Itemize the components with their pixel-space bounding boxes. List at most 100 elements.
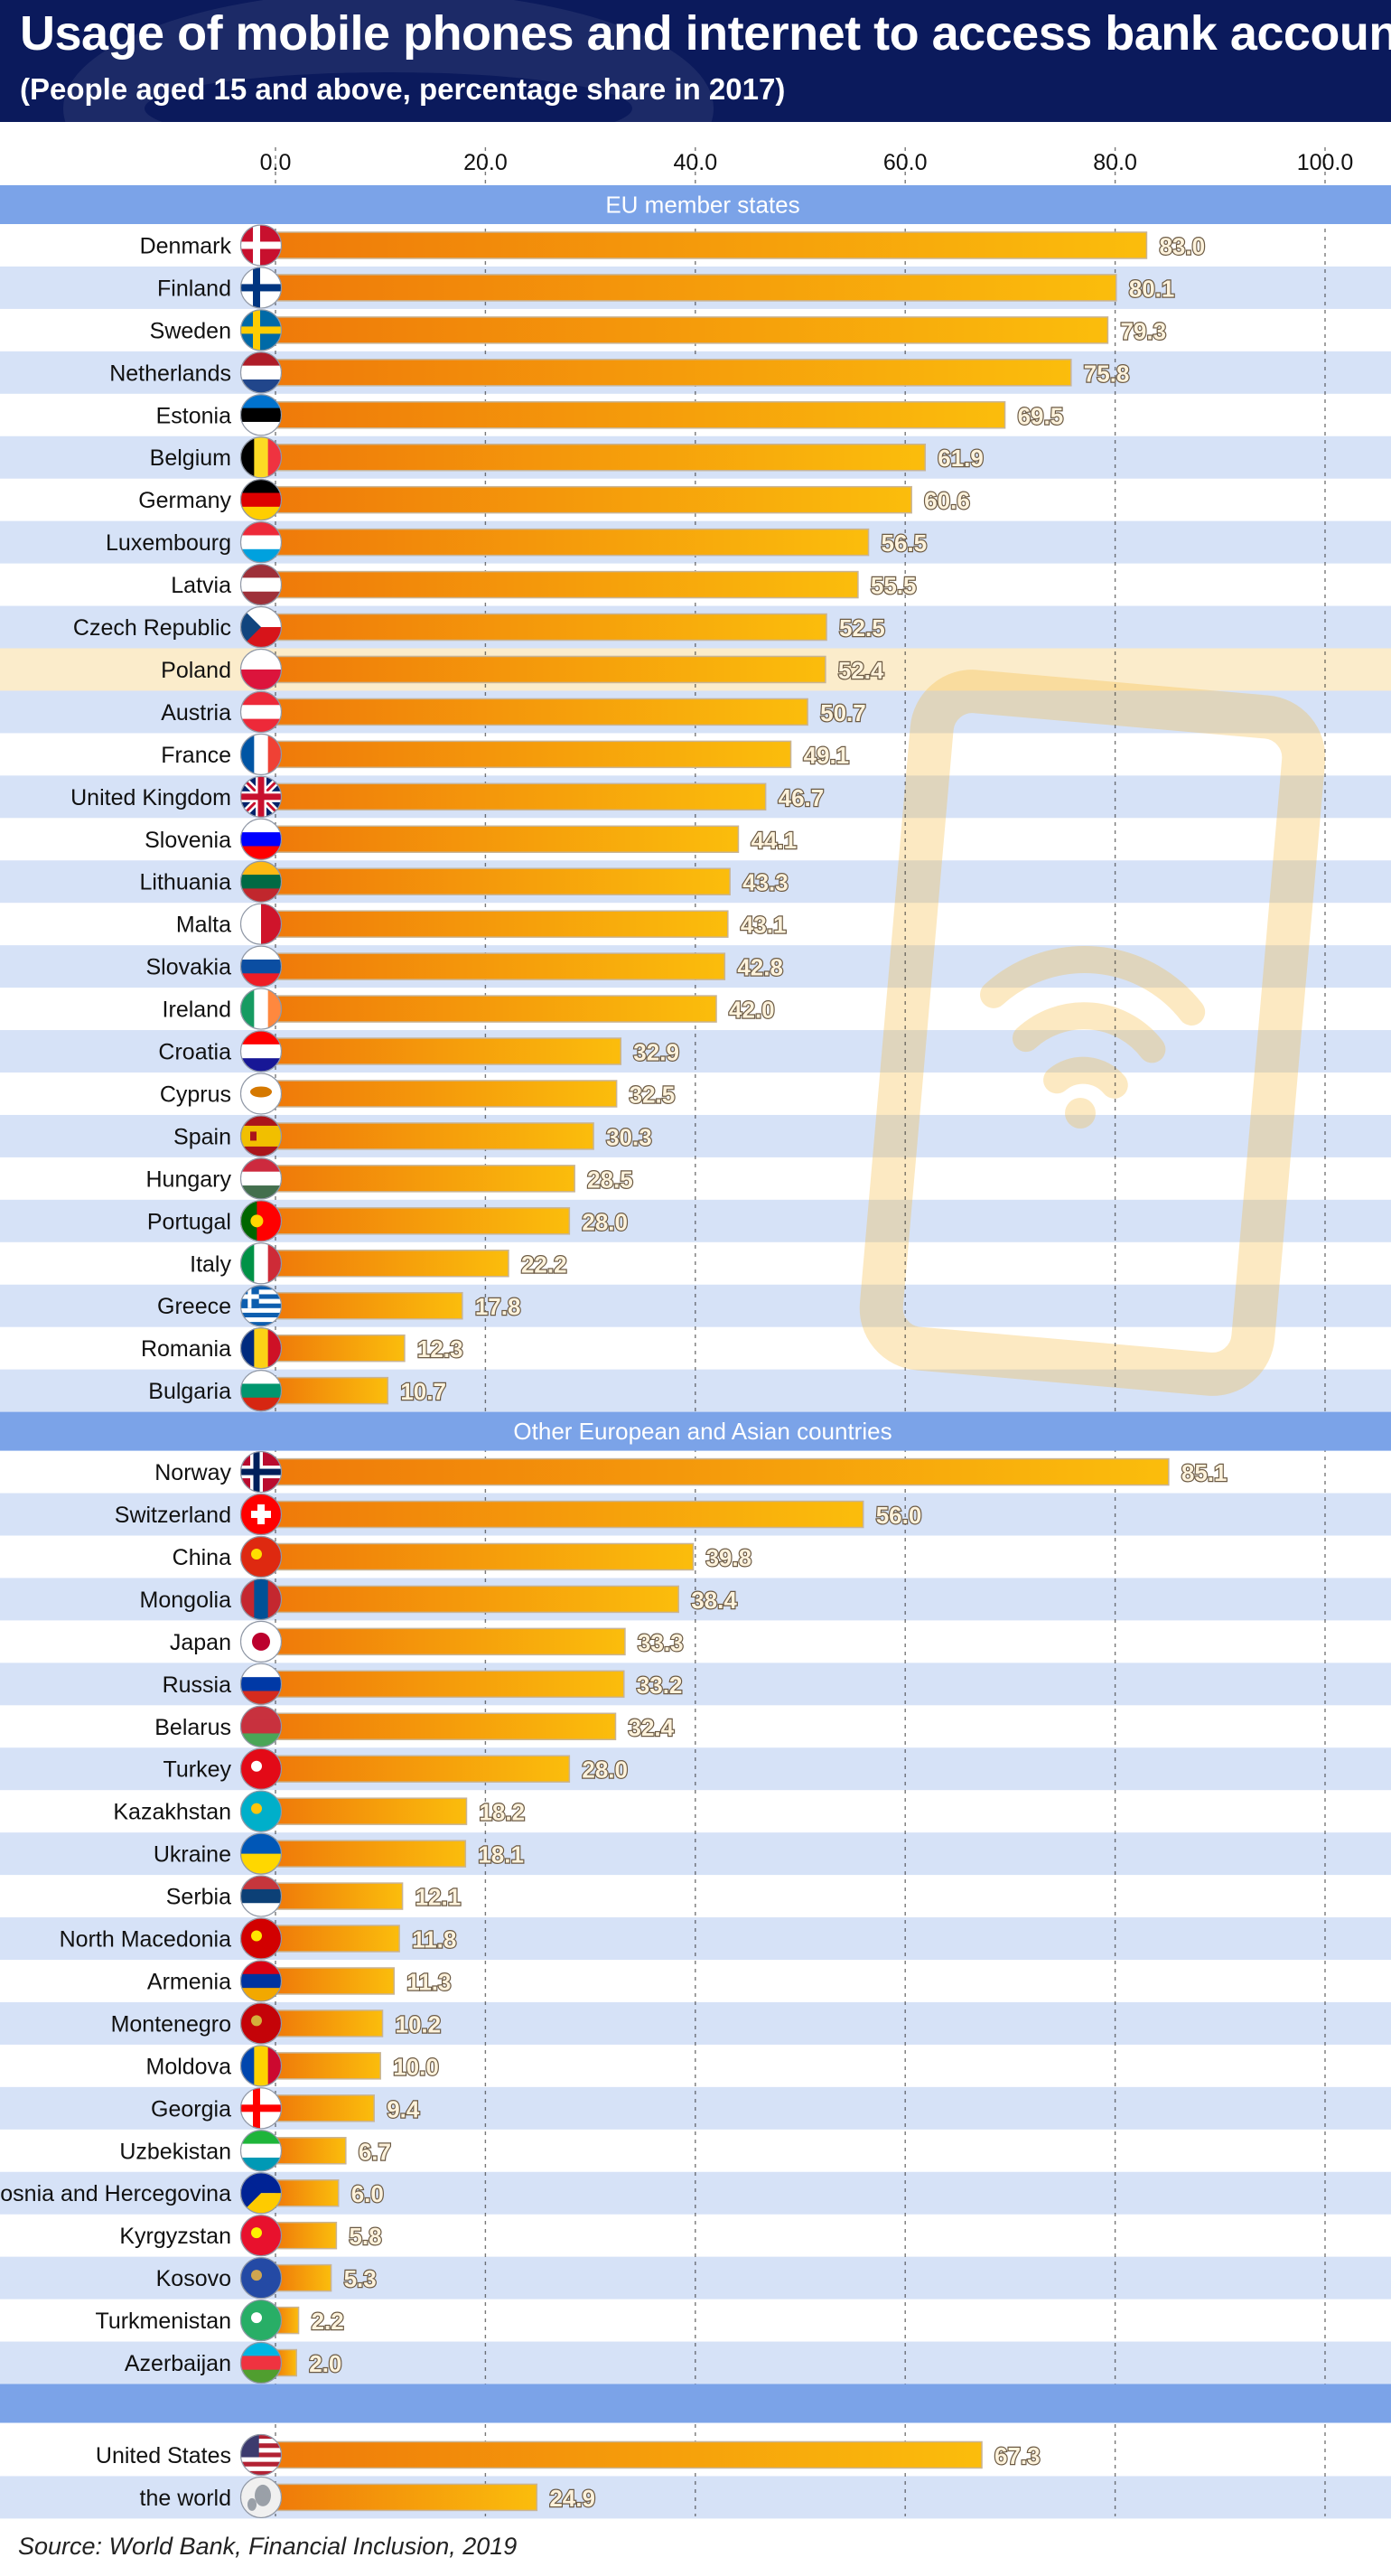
value-label: 28.0 (582, 1756, 628, 1784)
value-label: 67.3 (994, 2442, 1041, 2469)
flag-icon-kazakhstan (240, 1790, 282, 1832)
category-label: United Kingdom (70, 785, 231, 810)
flag-icon-bosnia-and-hercegovina (240, 2172, 282, 2215)
bar-denmark (275, 231, 1148, 259)
flag-icon-kyrgyzstan (240, 2215, 282, 2257)
value-label: 17.8 (475, 1293, 521, 1320)
category-label: Italy (190, 1251, 231, 1277)
category-label: France (161, 743, 231, 768)
value-label: 43.1 (741, 912, 787, 939)
category-label: Croatia (158, 1040, 231, 1065)
phone-wifi-watermark (859, 670, 1326, 1396)
bar-malta (275, 910, 729, 938)
flag-icon-turkey (240, 1747, 282, 1790)
bar-lithuania (275, 867, 731, 895)
bar-slovenia (275, 825, 740, 854)
section-header-bar (0, 185, 1391, 224)
bar-romania (275, 1334, 406, 1363)
category-label: Kazakhstan (113, 1800, 231, 1825)
category-label: Lithuania (140, 870, 232, 895)
category-label: Switzerland (115, 1503, 231, 1528)
value-label: 32.4 (628, 1714, 674, 1741)
value-labels: 83.0 80.1 79.3 75.8 69.5 61.9 60.6 56.5 55.5 52.5… (308, 231, 1228, 2513)
bar-belgium (275, 443, 927, 472)
category-label: United States (96, 2443, 231, 2468)
category-label: Spain (173, 1124, 231, 1149)
category-label: Cyprus (160, 1082, 231, 1107)
bar-latvia (275, 570, 859, 599)
flag-icon-denmark (240, 224, 282, 267)
bar-estonia (275, 401, 1006, 429)
category-label: the world (140, 2486, 231, 2511)
category-label: Romania (141, 1336, 231, 1362)
bar-serbia (275, 1882, 404, 1910)
bar-sweden (275, 316, 1109, 344)
bar-netherlands (275, 359, 1072, 387)
bar-japan (275, 1627, 626, 1656)
bar-norway (275, 1457, 1170, 1486)
bar-spain (275, 1122, 594, 1150)
flag-icon-malta (240, 903, 282, 945)
value-label: 56.0 (876, 1502, 922, 1529)
bar-slovakia (275, 952, 726, 980)
category-label: Russia (163, 1672, 232, 1698)
category-labels: Denmark Finland Sweden Netherlands Estonia Be… (0, 233, 231, 2510)
x-tick-label: 60.0 (883, 150, 928, 175)
bar-cyprus (275, 1080, 618, 1108)
bar-luxembourg (275, 528, 870, 557)
flag-icon-montenegro (240, 2002, 282, 2045)
value-label: 18.1 (478, 1841, 524, 1869)
bar-hungary (275, 1165, 575, 1193)
value-label: 50.7 (820, 699, 866, 726)
value-label: 28.5 (587, 1166, 633, 1193)
category-label: China (173, 1545, 231, 1570)
bar-china (275, 1542, 695, 1571)
category-label: Finland (157, 276, 231, 301)
bar-armenia (275, 1967, 396, 1995)
category-label: Poland (161, 658, 231, 683)
category-label: Ukraine (154, 1842, 231, 1868)
value-label: 52.4 (838, 657, 884, 684)
bar-poland (275, 655, 826, 684)
value-label: 33.3 (638, 1629, 684, 1656)
flag-icon-ukraine (240, 1832, 282, 1875)
category-label: Germany (138, 488, 231, 513)
category-label: Norway (154, 1460, 231, 1485)
value-label: 5.8 (349, 2223, 381, 2250)
value-label: 30.3 (606, 1123, 652, 1150)
x-tick-label: 0.0 (260, 150, 292, 175)
value-label: 56.5 (882, 529, 928, 557)
section-header-label: EU member states (605, 192, 799, 219)
flag-icon-greece (240, 1285, 282, 1327)
flag-icon-united-kingdom (240, 775, 282, 818)
category-label: North Macedonia (60, 1927, 231, 1953)
bar-ireland (275, 995, 717, 1023)
value-label: 80.1 (1129, 275, 1175, 302)
value-label: 6.0 (351, 2180, 384, 2207)
value-label: 46.7 (779, 784, 825, 811)
bar-italy (275, 1250, 509, 1278)
bar-kazakhstan (275, 1797, 468, 1825)
section-header-label: Other European and Asian countries (513, 1418, 892, 1445)
x-tick-label: 40.0 (673, 150, 717, 175)
category-label: Belarus (154, 1715, 231, 1740)
bar-croatia (275, 1037, 622, 1065)
chart-subtitle: (People aged 15 and above, percentage sh… (20, 72, 786, 106)
value-label: 24.9 (549, 2485, 595, 2512)
value-label: 32.5 (630, 1081, 676, 1108)
category-label: Netherlands (109, 361, 231, 386)
bar-finland (275, 274, 1117, 302)
bar-uzbekistan (275, 2137, 347, 2165)
value-label: 85.1 (1181, 1459, 1228, 1486)
x-axis-ticks: 0.0 20.0 40.0 60.0 80.0 100.0 (260, 150, 1354, 175)
category-label: Austria (161, 700, 231, 726)
section-headers: EU member states Other European and Asian… (0, 185, 1391, 2423)
category-label: Mongolia (140, 1588, 232, 1613)
bar-france (275, 740, 792, 769)
value-label: 42.0 (729, 997, 775, 1024)
category-label: Montenegro (111, 2011, 231, 2037)
value-label: 2.2 (312, 2308, 344, 2335)
value-label: 32.9 (633, 1039, 679, 1066)
bar-montenegro (275, 2009, 384, 2037)
